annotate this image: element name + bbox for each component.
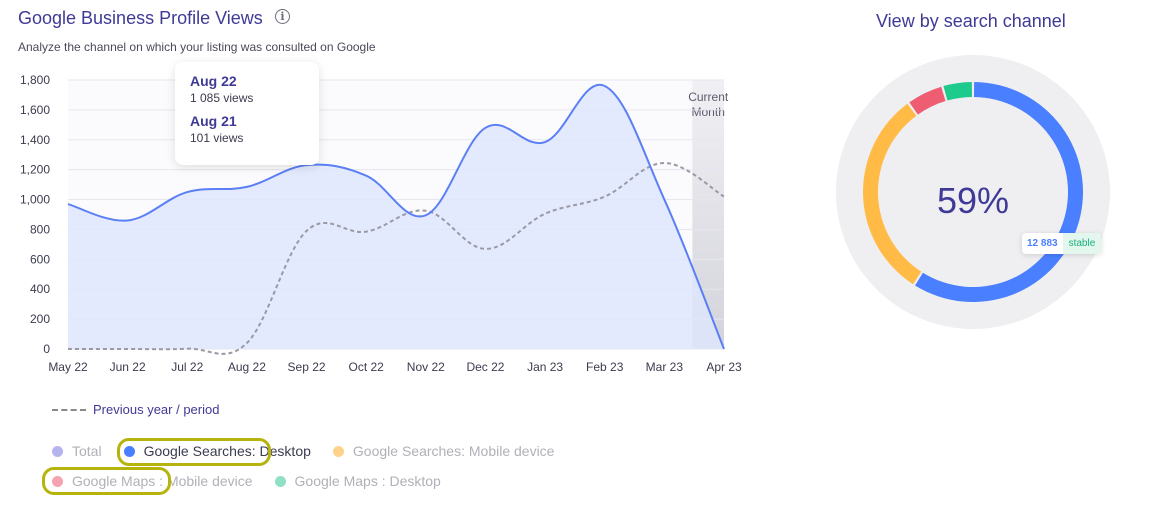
donut-slice-google-maps-mobile-device [909,86,946,115]
donut-title: View by search channel [876,11,1066,31]
x-tick-label: Oct 22 [349,360,385,374]
current-month-label-line1: Current [688,90,729,104]
x-tick-label: Jan 23 [527,360,563,374]
y-tick-label: 1,600 [20,103,50,117]
y-tick-label: 0 [43,342,50,356]
y-tick-label: 200 [30,312,50,326]
x-tick-label: Jun 22 [110,360,146,374]
legend-item-google-searches-mobile[interactable]: Google Searches: Mobile device [332,443,555,459]
dashed-line-swatch [52,408,86,411]
tooltip-date-current: Aug 22 [190,73,237,89]
x-tick-label: Nov 22 [407,360,445,374]
x-tick-label: Aug 22 [228,360,266,374]
x-tick-label: Jul 22 [171,360,203,374]
legend-label-google-maps-desktop: Google Maps : Desktop [294,473,441,489]
tooltip-value-current: 1 085 views [190,91,254,105]
badge-status: stable [1062,233,1102,254]
badge-value: 12 883 [1027,238,1058,249]
legend-dot-google-maps-mobile [52,475,63,487]
legend-item-google-maps-mobile[interactable]: Google Maps : Mobile device [52,473,253,489]
chart-subtitle: Analyze the channel on which your listin… [18,40,376,54]
y-tick-label: 1,800 [20,73,50,87]
donut-slice-google-searches-desktop [915,82,1083,302]
donut-slice-google-maps-desktop [943,82,973,101]
chart-tooltip: Aug 22 1 085 views Aug 21 101 views [175,62,319,165]
y-tick-label: 1,000 [20,193,50,207]
x-tick-label: Mar 23 [646,360,684,374]
legend-item-google-maps-desktop[interactable]: Google Maps : Desktop [274,473,441,489]
tooltip-value-previous: 101 views [190,131,244,145]
y-tick-label: 800 [30,222,50,236]
x-tick-label: Sep 22 [288,360,326,374]
tooltip-date-previous: Aug 21 [190,113,237,129]
x-tick-label: Apr 23 [706,360,742,374]
legend-item-total[interactable]: Total [52,443,102,459]
legend-label-total: Total [72,443,102,459]
x-tick-label: May 22 [48,360,88,374]
series-line-google-searches-desktop [67,83,725,350]
x-tick-label: Dec 22 [466,360,504,374]
donut-center-value: 59% [936,180,1010,221]
legend-label-google-maps-mobile: Google Maps : Mobile device [72,473,253,489]
legend-dot-google-searches-mobile [332,445,344,457]
donut-inner [880,99,1066,285]
legend-label-google-searches-mobile: Google Searches: Mobile device [352,443,555,459]
previous-period-label: Previous year / period [93,402,220,417]
current-month-label-line2: Month [692,105,725,119]
info-icon[interactable]: i [275,9,290,24]
chart-title: Google Business Profile Views [18,8,263,28]
x-tick-label: Feb 23 [586,360,624,374]
search-channel-donut [836,55,1110,329]
y-tick-label: 400 [30,282,50,296]
legend-dot-google-maps-desktop [274,475,286,487]
highlight-box-searches-desktop [117,438,271,466]
legend-dot-total [52,445,63,457]
legend-row-2: Google Maps : Mobile device Google Maps … [52,473,463,489]
series-area-fill [68,84,724,349]
donut-badge: 12 883 stable [1022,233,1102,254]
highlight-box-maps-mobile [42,467,171,495]
y-tick-label: 1,200 [20,163,50,177]
y-tick-label: 600 [30,252,50,266]
y-tick-label: 1,400 [20,133,50,147]
series-line-previous-period [67,161,725,355]
legend-dot-google-searches-desktop [123,445,135,457]
previous-period-legend: Previous year / period [52,402,219,417]
donut-slice-google-searches-mobile-device [863,103,922,285]
